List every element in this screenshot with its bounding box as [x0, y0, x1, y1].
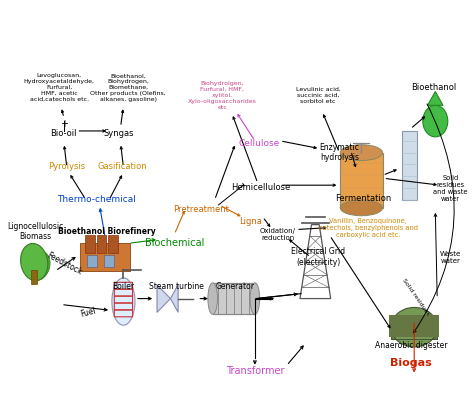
Text: Oxidation/
reduction: Oxidation/ reduction — [260, 228, 296, 241]
Text: Enzymatic
hydrolysis: Enzymatic hydrolysis — [319, 143, 359, 162]
Ellipse shape — [112, 278, 135, 325]
Bar — [104, 255, 114, 267]
Bar — [389, 315, 439, 337]
Polygon shape — [428, 91, 443, 105]
Text: Lignocellulosic
Biomass: Lignocellulosic Biomass — [7, 222, 63, 241]
Text: Fuel: Fuel — [79, 306, 97, 319]
Ellipse shape — [340, 145, 383, 160]
Text: Bioethanol,
Biohydrogen,
Biomethane,
Other products (Olefins,
alkanes, gasoline): Bioethanol, Biohydrogen, Biomethane, Oth… — [91, 74, 166, 102]
Text: Transformer: Transformer — [226, 366, 284, 375]
Polygon shape — [171, 285, 178, 312]
Bar — [108, 236, 118, 253]
Text: Ligna: Ligna — [240, 217, 263, 226]
Text: Levoglucosan,
Hydroxyacetaldehyde,
Furfural,
HMF, acetic
acid,catechols etc.: Levoglucosan, Hydroxyacetaldehyde, Furfu… — [24, 74, 95, 102]
Text: Thermo-chemical: Thermo-chemical — [57, 196, 136, 204]
Ellipse shape — [20, 244, 48, 281]
Text: Cellulose: Cellulose — [238, 139, 279, 148]
Text: Pyrolysis: Pyrolysis — [48, 162, 85, 171]
Text: Waste
water: Waste water — [440, 251, 461, 264]
Text: Fermentation: Fermentation — [335, 194, 392, 204]
Text: Generator: Generator — [215, 282, 254, 291]
Bar — [97, 236, 106, 253]
Bar — [85, 236, 95, 253]
Text: Electrical Grid
(electricity): Electrical Grid (electricity) — [291, 248, 345, 267]
Text: Gasification: Gasification — [98, 162, 147, 171]
Text: Steam turbine: Steam turbine — [149, 282, 204, 291]
Ellipse shape — [391, 307, 437, 347]
Text: Solid residues: Solid residues — [401, 277, 431, 316]
Ellipse shape — [423, 105, 448, 137]
Text: Anaerobic digester: Anaerobic digester — [375, 341, 447, 350]
Text: Hemicellulose: Hemicellulose — [231, 183, 290, 192]
Text: Feedstock: Feedstock — [45, 251, 83, 277]
Text: Biogas: Biogas — [391, 358, 432, 367]
Text: Pretreatment: Pretreatment — [173, 206, 229, 214]
Polygon shape — [157, 285, 171, 312]
Text: Bio-oil: Bio-oil — [50, 129, 76, 139]
Text: Boiler: Boiler — [112, 282, 135, 291]
Bar — [401, 131, 417, 200]
Text: Syngas: Syngas — [103, 129, 134, 139]
Bar — [340, 152, 383, 208]
Bar — [391, 325, 437, 339]
Text: +: + — [60, 119, 68, 129]
Ellipse shape — [28, 251, 50, 280]
Text: Bioethanol Biorefinery: Bioethanol Biorefinery — [58, 227, 156, 236]
Ellipse shape — [340, 200, 383, 216]
Bar — [213, 283, 255, 314]
Text: Solid
residues
and waste
water: Solid residues and waste water — [433, 175, 468, 202]
Bar — [87, 255, 97, 267]
Text: Biohydrolgen,
Furfural, HMF,
xylitol,
Xylo-oligosaccharides
etc: Biohydrolgen, Furfural, HMF, xylitol, Xy… — [188, 81, 257, 110]
Bar — [80, 244, 130, 271]
Text: Bioethanol: Bioethanol — [411, 83, 456, 92]
Bar — [31, 270, 37, 284]
Text: Levulinic acid,
succinic acid,
sorbitol etc: Levulinic acid, succinic acid, sorbitol … — [296, 87, 341, 104]
Text: Biochemical: Biochemical — [145, 238, 204, 248]
Text: Vanillin, Benzoquinone,
catechols, benzylphenols and
carboxylic acid etc.: Vanillin, Benzoquinone, catechols, benzy… — [319, 217, 418, 238]
Ellipse shape — [250, 283, 260, 314]
Ellipse shape — [208, 283, 218, 314]
